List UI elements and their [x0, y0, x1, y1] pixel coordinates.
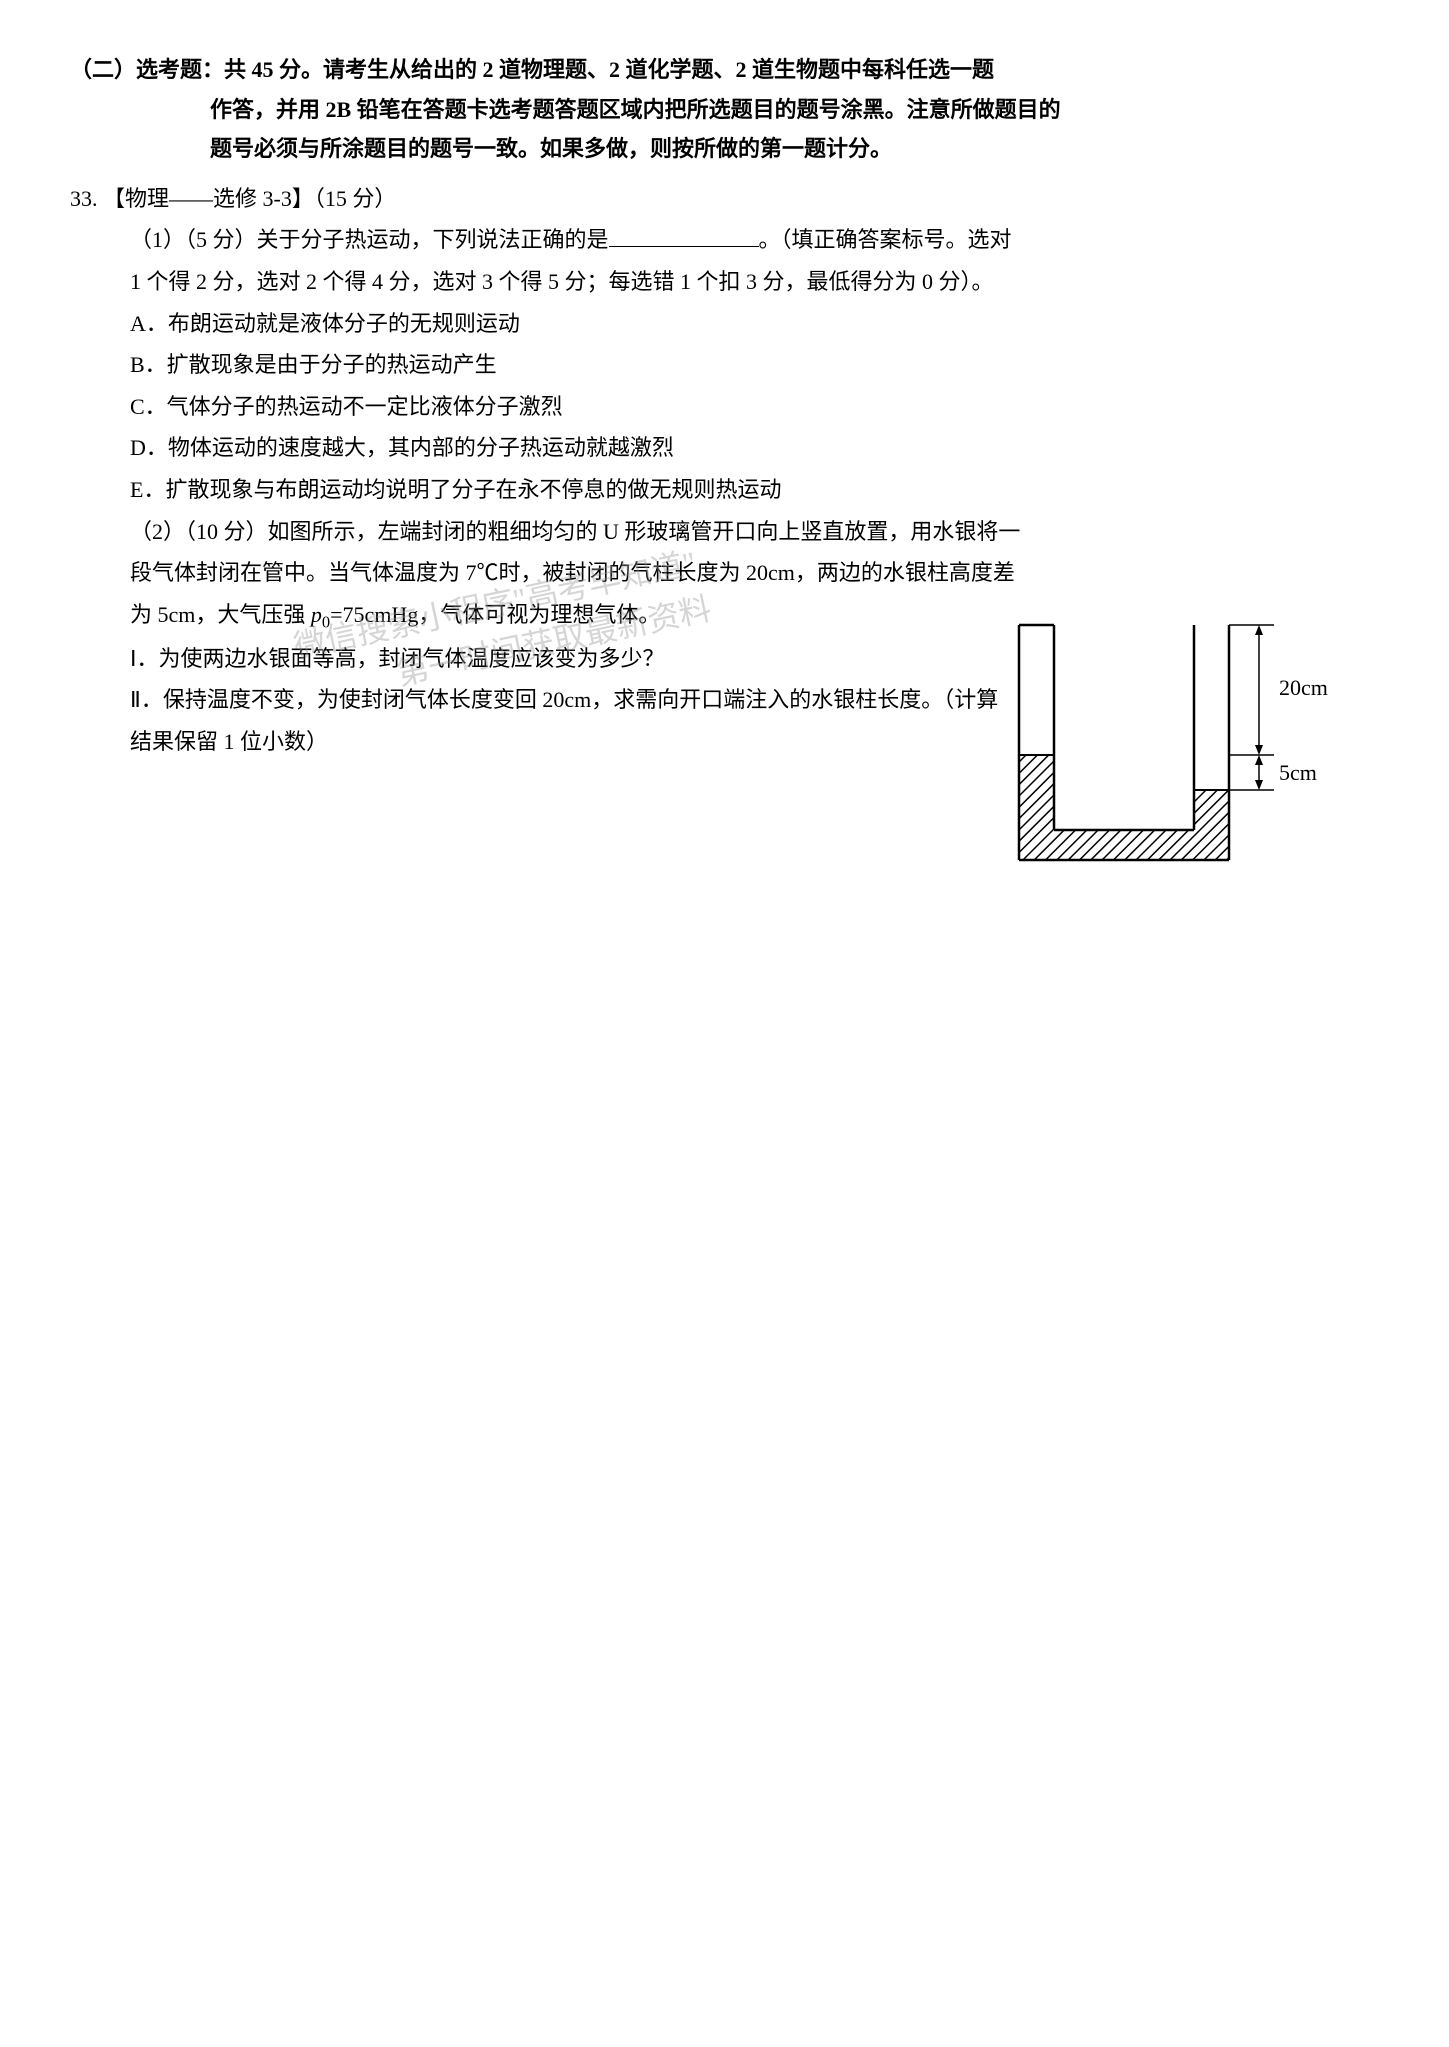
option-b: B．扩散现象是由于分子的热运动产生: [130, 345, 1379, 385]
part2-line2: 段气体封闭在管中。当气体温度为 7℃时，被封闭的气柱长度为 20cm，两边的水银…: [130, 553, 1379, 593]
part2-p0-sub: 0: [322, 612, 330, 631]
question-title: 【物理——选修 3-3】（15 分）: [103, 186, 396, 211]
option-d: D．物体运动的速度越大，其内部的分子热运动就越激烈: [130, 428, 1379, 468]
label-5cm: 5cm: [1279, 760, 1317, 785]
u-tube-diagram: 20cm 5cm: [979, 620, 1349, 890]
option-e: E．扩散现象与布朗运动均说明了分子在永不停息的做无规则热运动: [130, 470, 1379, 510]
part1-scoring: 1 个得 2 分，选对 2 个得 4 分，选对 3 个得 5 分；每选错 1 个…: [130, 262, 1379, 302]
part2-line3-prefix: 为 5cm，大气压强: [130, 602, 311, 627]
section-header-line3: 题号必须与所涂题目的题号一致。如果多做，则按所做的第一题计分。: [70, 129, 1379, 169]
part1-intro: （1）（5 分）关于分子热运动，下列说法正确的是: [130, 227, 609, 252]
part2-line3-suffix: =75cmHg，气体可视为理想气体。: [330, 602, 660, 627]
question-number: 33.: [70, 186, 98, 211]
section-header-line1: （二）选考题：共 45 分。请考生从给出的 2 道物理题、2 道化学题、2 道生…: [70, 50, 1379, 90]
part2-p0-symbol: p: [311, 602, 322, 627]
part1-suffix: 。（填正确答案标号。选对: [759, 227, 1012, 252]
option-c: C．气体分子的热运动不一定比液体分子激烈: [130, 387, 1379, 427]
part2-line1: （2）（10 分）如图所示，左端封闭的粗细均匀的 U 形玻璃管开口向上竖直放置，…: [130, 512, 1379, 552]
label-20cm: 20cm: [1279, 675, 1328, 700]
option-a: A．布朗运动就是液体分子的无规则运动: [130, 304, 1379, 344]
answer-blank: [609, 221, 759, 247]
section-header-line2: 作答，并用 2B 铅笔在答题卡选考题答题区域内把所选题目的题号涂黑。注意所做题目…: [70, 90, 1379, 130]
